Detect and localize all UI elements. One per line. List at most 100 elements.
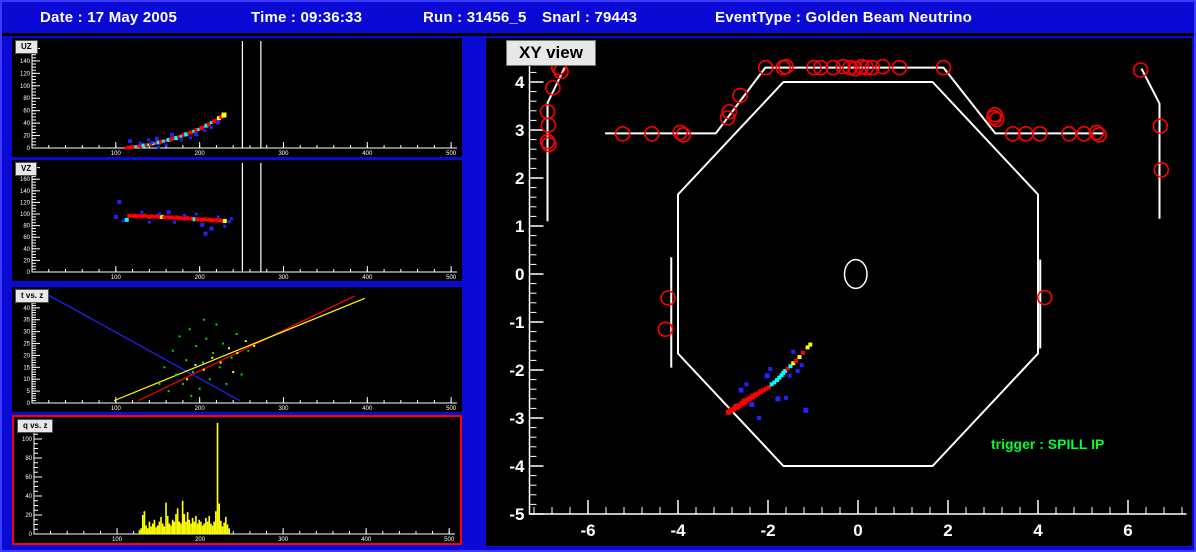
hit-marker [147,138,151,142]
shield-hit-circle [675,127,692,143]
hit-marker [130,214,134,218]
histogram-bar [180,523,182,534]
hit-marker [162,139,166,143]
shield-hit-circle [778,58,794,75]
histogram-bar [226,524,229,534]
qvsz-view-pad-selected[interactable]: 0 20 40 60 80 100 100 200 300 400 500 q vs. z [12,415,462,545]
track-hit-marker [764,373,770,379]
histogram-bar [224,516,227,534]
histogram-bar [195,515,197,534]
y-tick-label: 40 [23,247,30,253]
hit-marker [131,145,135,149]
histogram-bar [208,515,211,534]
track-hit-marker [808,342,813,347]
histogram-bar [221,526,224,534]
histogram-bar [175,514,177,534]
shield-hit-circle [545,79,561,96]
y-tick-label: -5 [509,505,524,524]
histogram-bar [155,527,157,534]
hit-marker [214,118,218,122]
histogram-bar [171,519,174,534]
hit-marker [192,217,197,222]
y-tick-label: 160 [20,177,31,183]
tvsz-view-pad[interactable]: 051015202530354045100200300400500 t vs. … [12,287,462,412]
histogram-bar [150,526,152,534]
hit-marker [217,218,222,223]
hit-marker [137,214,141,218]
histogram-bar [211,525,214,534]
hit-marker [150,140,154,144]
x-tick-label: 300 [278,406,289,412]
track-hit-marker [791,349,796,354]
hit-marker [147,143,151,147]
track-hit-marker [736,403,742,409]
x-tick-label: -4 [670,521,686,540]
shield-hit-circle [891,59,908,76]
hit-marker [154,136,159,141]
hit-marker [141,143,146,148]
x-tick-label: 400 [361,537,372,543]
x-tick-label: 500 [446,151,457,157]
hit-marker [194,132,199,137]
shield-hit-circle [858,59,874,76]
track-hit-marker [761,388,766,393]
y-tick-label: 0 [27,401,31,407]
hit-marker [253,344,256,347]
hit-marker [162,215,167,220]
histogram-bar [181,500,184,534]
histogram-bar [140,528,142,534]
hit-marker [206,122,211,127]
hit-marker [188,217,192,221]
y-tick-label: 80 [23,96,30,102]
track-hit-marker [766,385,771,390]
shield-hit-circle [757,59,774,76]
header-bar: Date : 17 May 2005 Time : 09:36:33 Run :… [2,2,1194,36]
y-tick-label: 25 [23,342,30,348]
hit-marker [188,136,192,140]
hit-marker [181,132,186,137]
hit-marker [145,214,149,218]
histogram-bar [170,525,172,534]
histogram-bar [156,525,159,534]
track-hit-marker [772,380,777,385]
hit-marker [235,333,238,336]
y-tick-label: 40 [23,121,30,127]
y-tick-label: 0 [29,532,33,538]
veto-shield-line [605,66,1104,135]
x-tick-label: 300 [278,537,289,543]
hit-marker [202,217,207,222]
shield-hit-circle [835,58,851,75]
hit-marker [211,356,214,359]
hit-marker [183,213,187,217]
hit-marker [152,142,156,146]
x-tick-label: 100 [111,275,122,281]
y-tick-label: 120 [20,200,31,206]
hit-marker [195,217,200,222]
hit-marker [126,145,130,149]
xy-view-pad[interactable]: -6 -4 -2 0 2 4 6 -5 -4 -3 -2 -1 0 1 2 3 4 XY view trigge… [486,38,1192,546]
track-hit-marker [777,375,782,380]
shield-hit-circle [657,321,674,338]
hit-marker [198,217,202,221]
shield-hit-circle [1152,118,1169,134]
hit-marker [215,323,218,326]
hit-marker [202,361,205,364]
hit-marker [209,125,213,129]
hit-marker [134,145,138,149]
hit-marker [167,215,172,220]
vz-view-pad[interactable]: 020406080100120140160180100200300400500 … [12,160,462,281]
shield-hit-circle [1091,127,1108,143]
hit-marker [186,378,189,381]
hit-marker [181,382,184,385]
histogram-bar [210,523,212,534]
hit-marker [230,356,233,359]
hit-marker [169,137,174,142]
histogram-bar [160,516,162,534]
shield-hit-circle [614,126,631,142]
hit-marker [221,112,227,118]
xy-view-label: XY view [506,40,596,66]
shield-hit-circle [986,109,1002,126]
hit-marker [185,216,190,221]
hit-marker [157,212,161,216]
